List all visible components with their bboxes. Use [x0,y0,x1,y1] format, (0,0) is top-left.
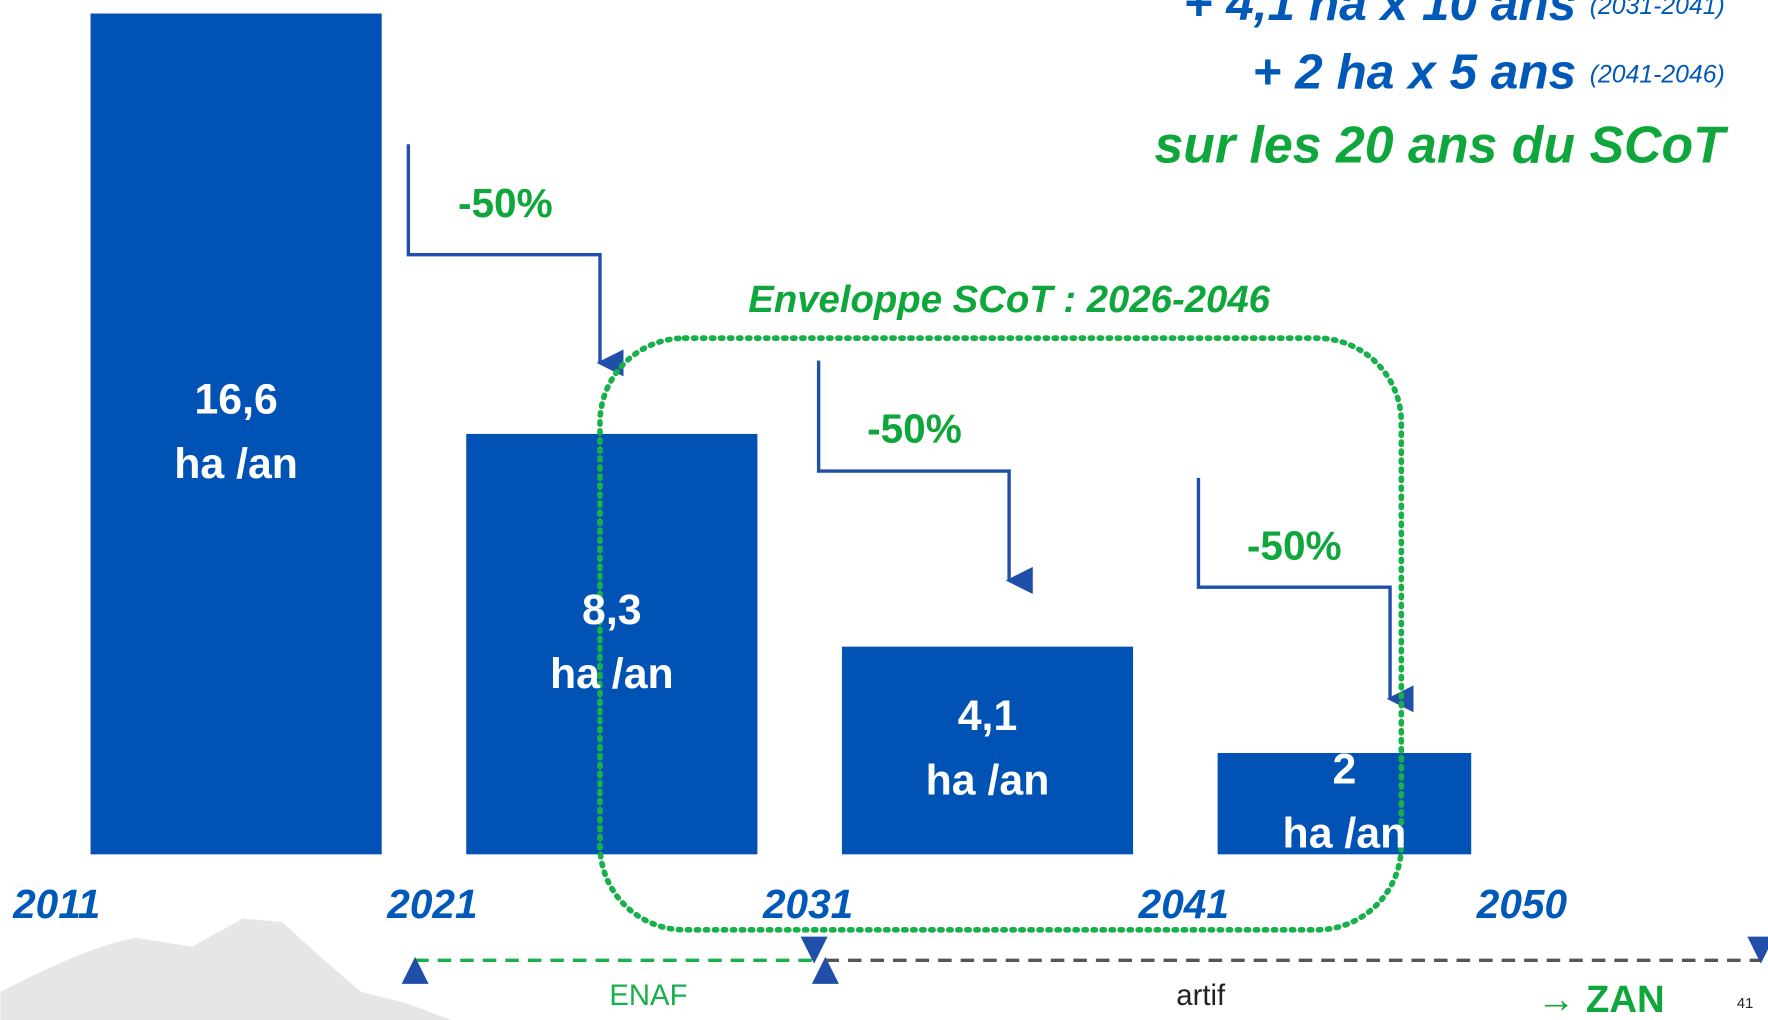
title-line: + 2 ha x 5 ans(2041-2046) [1252,44,1724,100]
page: {"chart_data":{"type":"bar", "title_line… [0,0,1768,1020]
unit-label: ha /an [1283,810,1407,858]
page-number: 41 [1737,996,1753,1012]
enaf-label: ENAF [609,979,687,1012]
reduction-label: -50% [1247,523,1342,569]
value-label: 8,3 [582,586,642,634]
unit-label: ha /an [550,650,674,698]
reduction-arrow [819,361,1009,581]
year-label: 2041 [1138,881,1229,927]
reduction-label: -50% [867,405,962,451]
artif-label: artif [1176,979,1226,1012]
bar [842,647,1133,855]
title-line: sur les 20 ans du SCoT [1154,115,1729,173]
year-label: 2021 [386,881,477,927]
year-label: 2050 [1476,881,1568,927]
value-label: 2 [1333,745,1357,793]
slide: + 4,1 ha x 10 ans(2031-2041) + 2 ha x 5 … [0,0,1768,1020]
reduction-arrow [1198,478,1390,699]
reduction-arrow [408,144,600,363]
year-label: 2031 [762,881,853,927]
bar [466,434,757,854]
envelope-label: Enveloppe SCoT : 2026-2046 [748,278,1270,321]
unit-label: ha /an [926,756,1050,804]
bar [91,14,382,855]
mountain-decoration [0,919,451,1020]
value-label: 16,6 [194,376,277,424]
reduction-label: -50% [458,180,553,226]
zan-label: → ZAN [1537,978,1665,1020]
year-label: 2011 [12,881,100,927]
unit-label: ha /an [174,440,298,488]
title-line: + 4,1 ha x 10 ans(2031-2041) [1183,0,1724,31]
value-label: 4,1 [958,692,1018,740]
